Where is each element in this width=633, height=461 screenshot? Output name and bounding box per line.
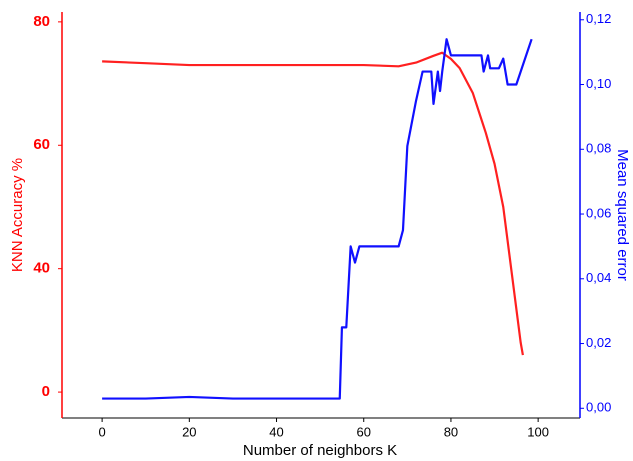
y-tick-label: 0 xyxy=(42,383,50,400)
y2-tick-label: 0,06 xyxy=(586,205,611,220)
y2-tick-label: 0,10 xyxy=(586,76,611,91)
y-tick-label: 40 xyxy=(33,260,50,277)
x-tick-label: 0 xyxy=(98,424,105,439)
x-axis-label: Number of neighbors K xyxy=(243,442,397,459)
x-tick-label: 40 xyxy=(269,424,283,439)
y2-tick-label: 0,12 xyxy=(586,11,611,26)
x-tick-label: 60 xyxy=(356,424,370,439)
y2-tick-label: 0,00 xyxy=(586,400,611,415)
x-tick-label: 100 xyxy=(527,424,549,439)
y-tick-label: 60 xyxy=(33,136,50,153)
y2-tick-label: 0,08 xyxy=(586,141,611,156)
y-tick-label: 80 xyxy=(33,13,50,30)
data-line xyxy=(102,38,533,400)
data-line xyxy=(102,51,524,356)
y2-tick-label: 0,04 xyxy=(586,270,611,285)
y2-tick-label: 0,02 xyxy=(586,335,611,350)
y-axis-label: KNN Accuracy % xyxy=(9,158,26,272)
x-tick-label: 80 xyxy=(444,424,458,439)
y2-axis-label: Mean squared error xyxy=(614,149,631,281)
x-tick-label: 20 xyxy=(182,424,196,439)
